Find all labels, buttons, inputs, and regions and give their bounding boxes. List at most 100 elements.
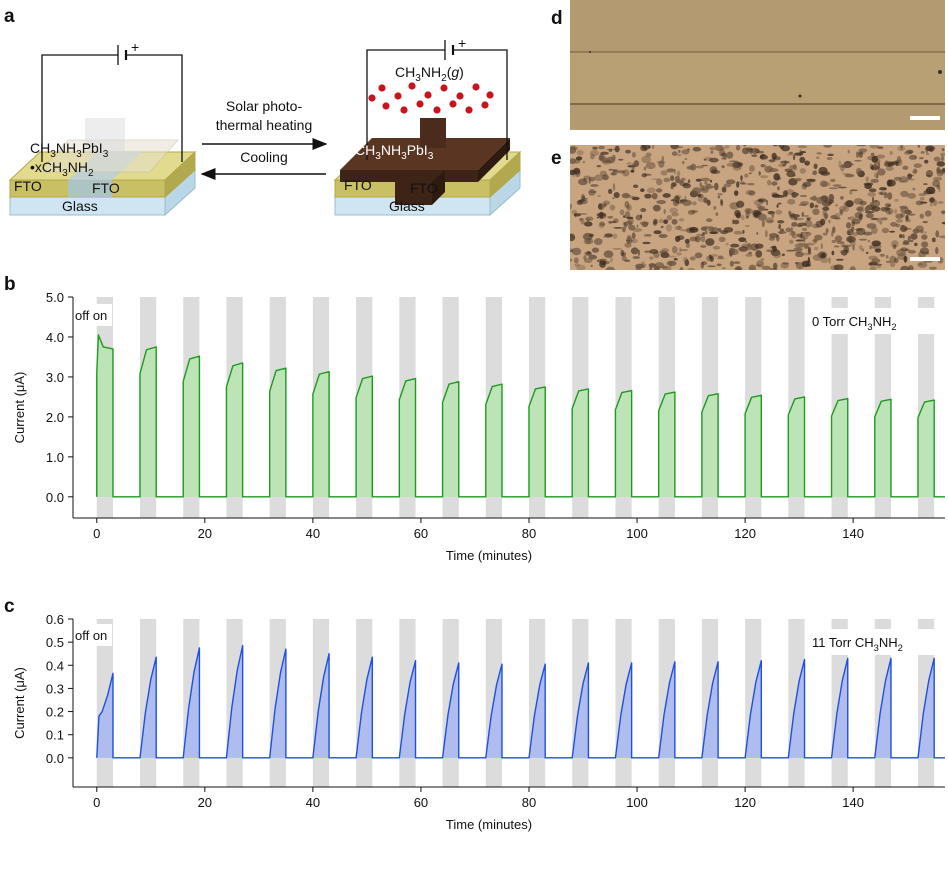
speckle xyxy=(923,231,927,234)
x-tick-label: 20 xyxy=(198,795,212,810)
speckle xyxy=(905,214,909,222)
speckle xyxy=(912,187,916,191)
electrode-label: FTO xyxy=(410,180,438,196)
text-part: 3 xyxy=(867,322,872,332)
speckle xyxy=(839,250,846,254)
right-device xyxy=(333,40,522,217)
speckle xyxy=(820,252,826,259)
speckle xyxy=(747,190,756,196)
speckle xyxy=(625,239,635,242)
speckle xyxy=(691,187,702,195)
speckle xyxy=(646,233,652,237)
speckle xyxy=(796,233,803,238)
speckle xyxy=(812,223,820,229)
speckle xyxy=(792,163,798,171)
speckle xyxy=(883,192,888,199)
speckle xyxy=(790,213,800,218)
speckle xyxy=(653,230,662,235)
speckle xyxy=(814,234,823,241)
speckle xyxy=(905,218,911,223)
x-tick-label: 120 xyxy=(734,526,756,541)
speckle xyxy=(902,165,909,170)
speckle xyxy=(766,199,769,206)
speckle xyxy=(738,237,747,243)
speckle xyxy=(573,167,581,175)
speckle xyxy=(938,235,945,239)
x-tick-label: 60 xyxy=(414,526,428,541)
micrograph-d xyxy=(570,0,945,130)
speckle xyxy=(760,164,766,168)
y-tick-label: 4.0 xyxy=(46,330,64,345)
speckle xyxy=(829,201,832,205)
speckle xyxy=(756,204,762,209)
speckle xyxy=(845,163,855,166)
speckle xyxy=(823,213,829,219)
speckle xyxy=(834,235,843,243)
speckle xyxy=(876,154,886,159)
speckle xyxy=(697,194,702,197)
x-axis-title: Time (minutes) xyxy=(446,817,532,832)
speckle xyxy=(885,255,889,259)
speckle xyxy=(710,169,721,174)
speckle xyxy=(778,223,781,230)
speckle xyxy=(640,208,647,213)
speckle xyxy=(648,263,656,268)
speckle xyxy=(865,251,869,255)
speckle xyxy=(856,206,864,212)
speckle xyxy=(858,151,863,158)
speckle xyxy=(747,182,755,186)
speckle xyxy=(607,188,613,195)
speckle xyxy=(641,261,645,264)
y-tick-label: 0.0 xyxy=(46,751,64,766)
speckle xyxy=(914,242,918,247)
speckle xyxy=(849,190,853,195)
speckle xyxy=(636,224,639,228)
speckle xyxy=(705,238,715,246)
text-part: 2 xyxy=(88,168,94,179)
speckle xyxy=(822,206,830,211)
speckle xyxy=(644,193,652,199)
speckle xyxy=(637,249,641,257)
speckle xyxy=(915,200,924,206)
x-tick-label: 40 xyxy=(306,526,320,541)
speckle xyxy=(721,157,726,160)
speckle xyxy=(667,255,677,258)
speckle xyxy=(736,181,740,188)
speckle xyxy=(873,163,878,171)
x-tick-label: 0 xyxy=(93,795,100,810)
substrate-label: Glass xyxy=(62,198,98,214)
speckle xyxy=(646,187,656,194)
speckle xyxy=(633,160,640,167)
speckle xyxy=(570,203,573,210)
speckle xyxy=(743,145,747,147)
speckle xyxy=(687,267,695,270)
speckle xyxy=(703,158,707,161)
speckle xyxy=(651,145,655,149)
speckle xyxy=(586,251,591,255)
speckle xyxy=(720,230,729,235)
speckle xyxy=(840,164,845,172)
speckle xyxy=(655,188,663,193)
speckle xyxy=(869,201,873,207)
speckle xyxy=(694,235,701,243)
speckle xyxy=(874,199,878,202)
speckle xyxy=(884,207,891,210)
speckle xyxy=(612,221,616,224)
speckle xyxy=(679,249,689,252)
speckle xyxy=(933,176,943,181)
speckle xyxy=(895,162,899,167)
speckle xyxy=(676,235,685,241)
speckle xyxy=(882,207,886,212)
speckle xyxy=(700,244,707,248)
speckle xyxy=(900,212,906,218)
speckle xyxy=(705,218,713,223)
speckle xyxy=(660,252,670,259)
speckle xyxy=(579,217,583,222)
speckle xyxy=(903,151,913,155)
speckle xyxy=(879,186,887,191)
speckle xyxy=(744,173,749,178)
speckle xyxy=(768,233,779,238)
speckle xyxy=(786,153,795,156)
speckle xyxy=(923,189,933,195)
speckle xyxy=(805,259,812,267)
